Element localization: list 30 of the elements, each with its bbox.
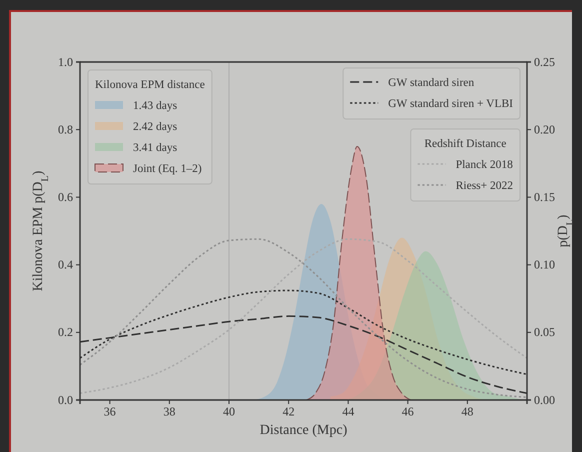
y2-tick-label: 0.25 — [534, 54, 555, 69]
x-tick-label: 44 — [342, 404, 354, 419]
legend-label: Planck 2018 — [456, 159, 514, 171]
x-tick-label: 42 — [282, 404, 295, 419]
legend-label: GW standard siren + VLBI — [388, 98, 514, 110]
legend-title: Kilonova EPM distance — [95, 79, 205, 91]
y-tick-label: 1.0 — [58, 54, 73, 69]
y2-tick-label: 0.00 — [534, 392, 555, 407]
y-tick-label: 0.6 — [58, 190, 73, 204]
x-axis-title: Distance (Mpc) — [260, 423, 348, 438]
y2-tick-label: 0.15 — [534, 190, 555, 204]
legend-label: GW standard siren — [388, 77, 474, 89]
annotation: Redshift Distance — [424, 138, 506, 150]
legend-label: 2.42 days — [133, 121, 178, 133]
y-tick-label: 0.0 — [58, 392, 73, 407]
legend-label: Riess+ 2022 — [456, 180, 514, 192]
x-tick-label: 36 — [104, 404, 116, 419]
y2-tick-label: 0.10 — [534, 258, 555, 272]
y2-tick-label: 0.05 — [534, 325, 555, 340]
legend-label: Joint (Eq. 1–2) — [133, 163, 202, 175]
x-tick-label: 48 — [461, 404, 474, 419]
y-tick-label: 0.4 — [58, 258, 73, 272]
y-tick-label: 0.8 — [58, 122, 73, 136]
y-tick-label: 0.2 — [58, 325, 73, 340]
x-tick-label: 38 — [163, 404, 176, 419]
y2-tick-label: 0.20 — [534, 122, 555, 136]
x-tick-label: 40 — [223, 404, 235, 419]
x-tick-label: 46 — [402, 404, 414, 419]
legend-label: 1.43 days — [133, 100, 178, 112]
legend-label: 3.41 days — [133, 142, 178, 154]
